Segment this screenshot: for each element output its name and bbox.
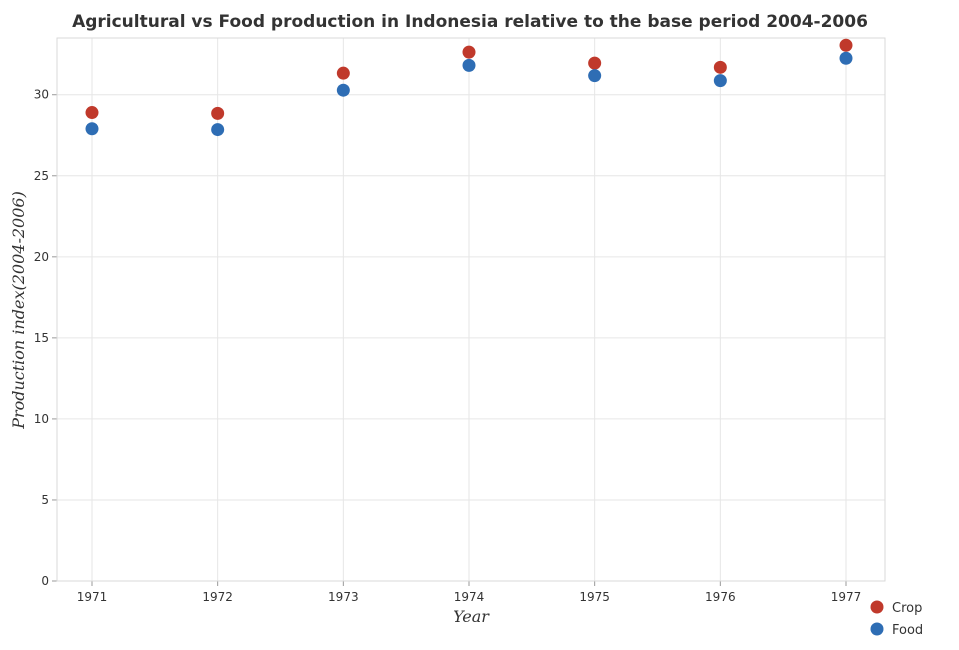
data-point-food (588, 69, 602, 83)
data-point-crop (462, 45, 476, 59)
legend-label-food: Food (892, 623, 923, 638)
y-tick-label: 20 (34, 250, 49, 264)
x-axis-ticks: 1971 1972 1973 1974 1975 1976 1977 (77, 581, 862, 604)
data-point-food (85, 122, 99, 136)
data-point-crop (839, 38, 853, 52)
data-point-food (839, 51, 853, 65)
x-tick-label: 1976 (705, 590, 736, 604)
y-axis-ticks: 0 5 10 15 20 25 30 (34, 88, 57, 588)
legend: Crop Food (870, 600, 923, 638)
data-point-crop (336, 66, 350, 80)
chart-title: Agricultural vs Food production in Indon… (72, 12, 868, 32)
grid (57, 38, 885, 582)
y-tick-label: 0 (41, 574, 49, 588)
y-tick-label: 10 (34, 412, 49, 426)
legend-label-crop: Crop (892, 601, 922, 616)
y-tick-label: 30 (34, 88, 49, 102)
x-tick-label: 1975 (579, 590, 610, 604)
x-tick-label: 1973 (328, 590, 359, 604)
data-point-crop (588, 56, 602, 70)
x-tick-label: 1971 (77, 590, 108, 604)
data-point-food (462, 58, 476, 72)
legend-marker-food (870, 622, 884, 636)
x-tick-label: 1974 (454, 590, 485, 604)
data-point-crop (211, 106, 225, 120)
x-axis-title: Year (453, 607, 490, 626)
data-points (85, 38, 853, 137)
data-point-crop (85, 106, 99, 120)
y-tick-label: 5 (41, 493, 49, 507)
x-tick-label: 1972 (202, 590, 233, 604)
data-point-food (336, 83, 350, 97)
data-point-food (713, 74, 727, 88)
legend-marker-crop (870, 600, 884, 614)
x-tick-label: 1977 (831, 590, 862, 604)
plot-frame (56, 37, 886, 582)
y-tick-label: 25 (34, 169, 49, 183)
y-axis-title: Production index(2004-2006) (9, 191, 28, 430)
data-point-crop (713, 60, 727, 74)
data-point-food (211, 123, 225, 137)
y-tick-label: 15 (34, 331, 49, 345)
